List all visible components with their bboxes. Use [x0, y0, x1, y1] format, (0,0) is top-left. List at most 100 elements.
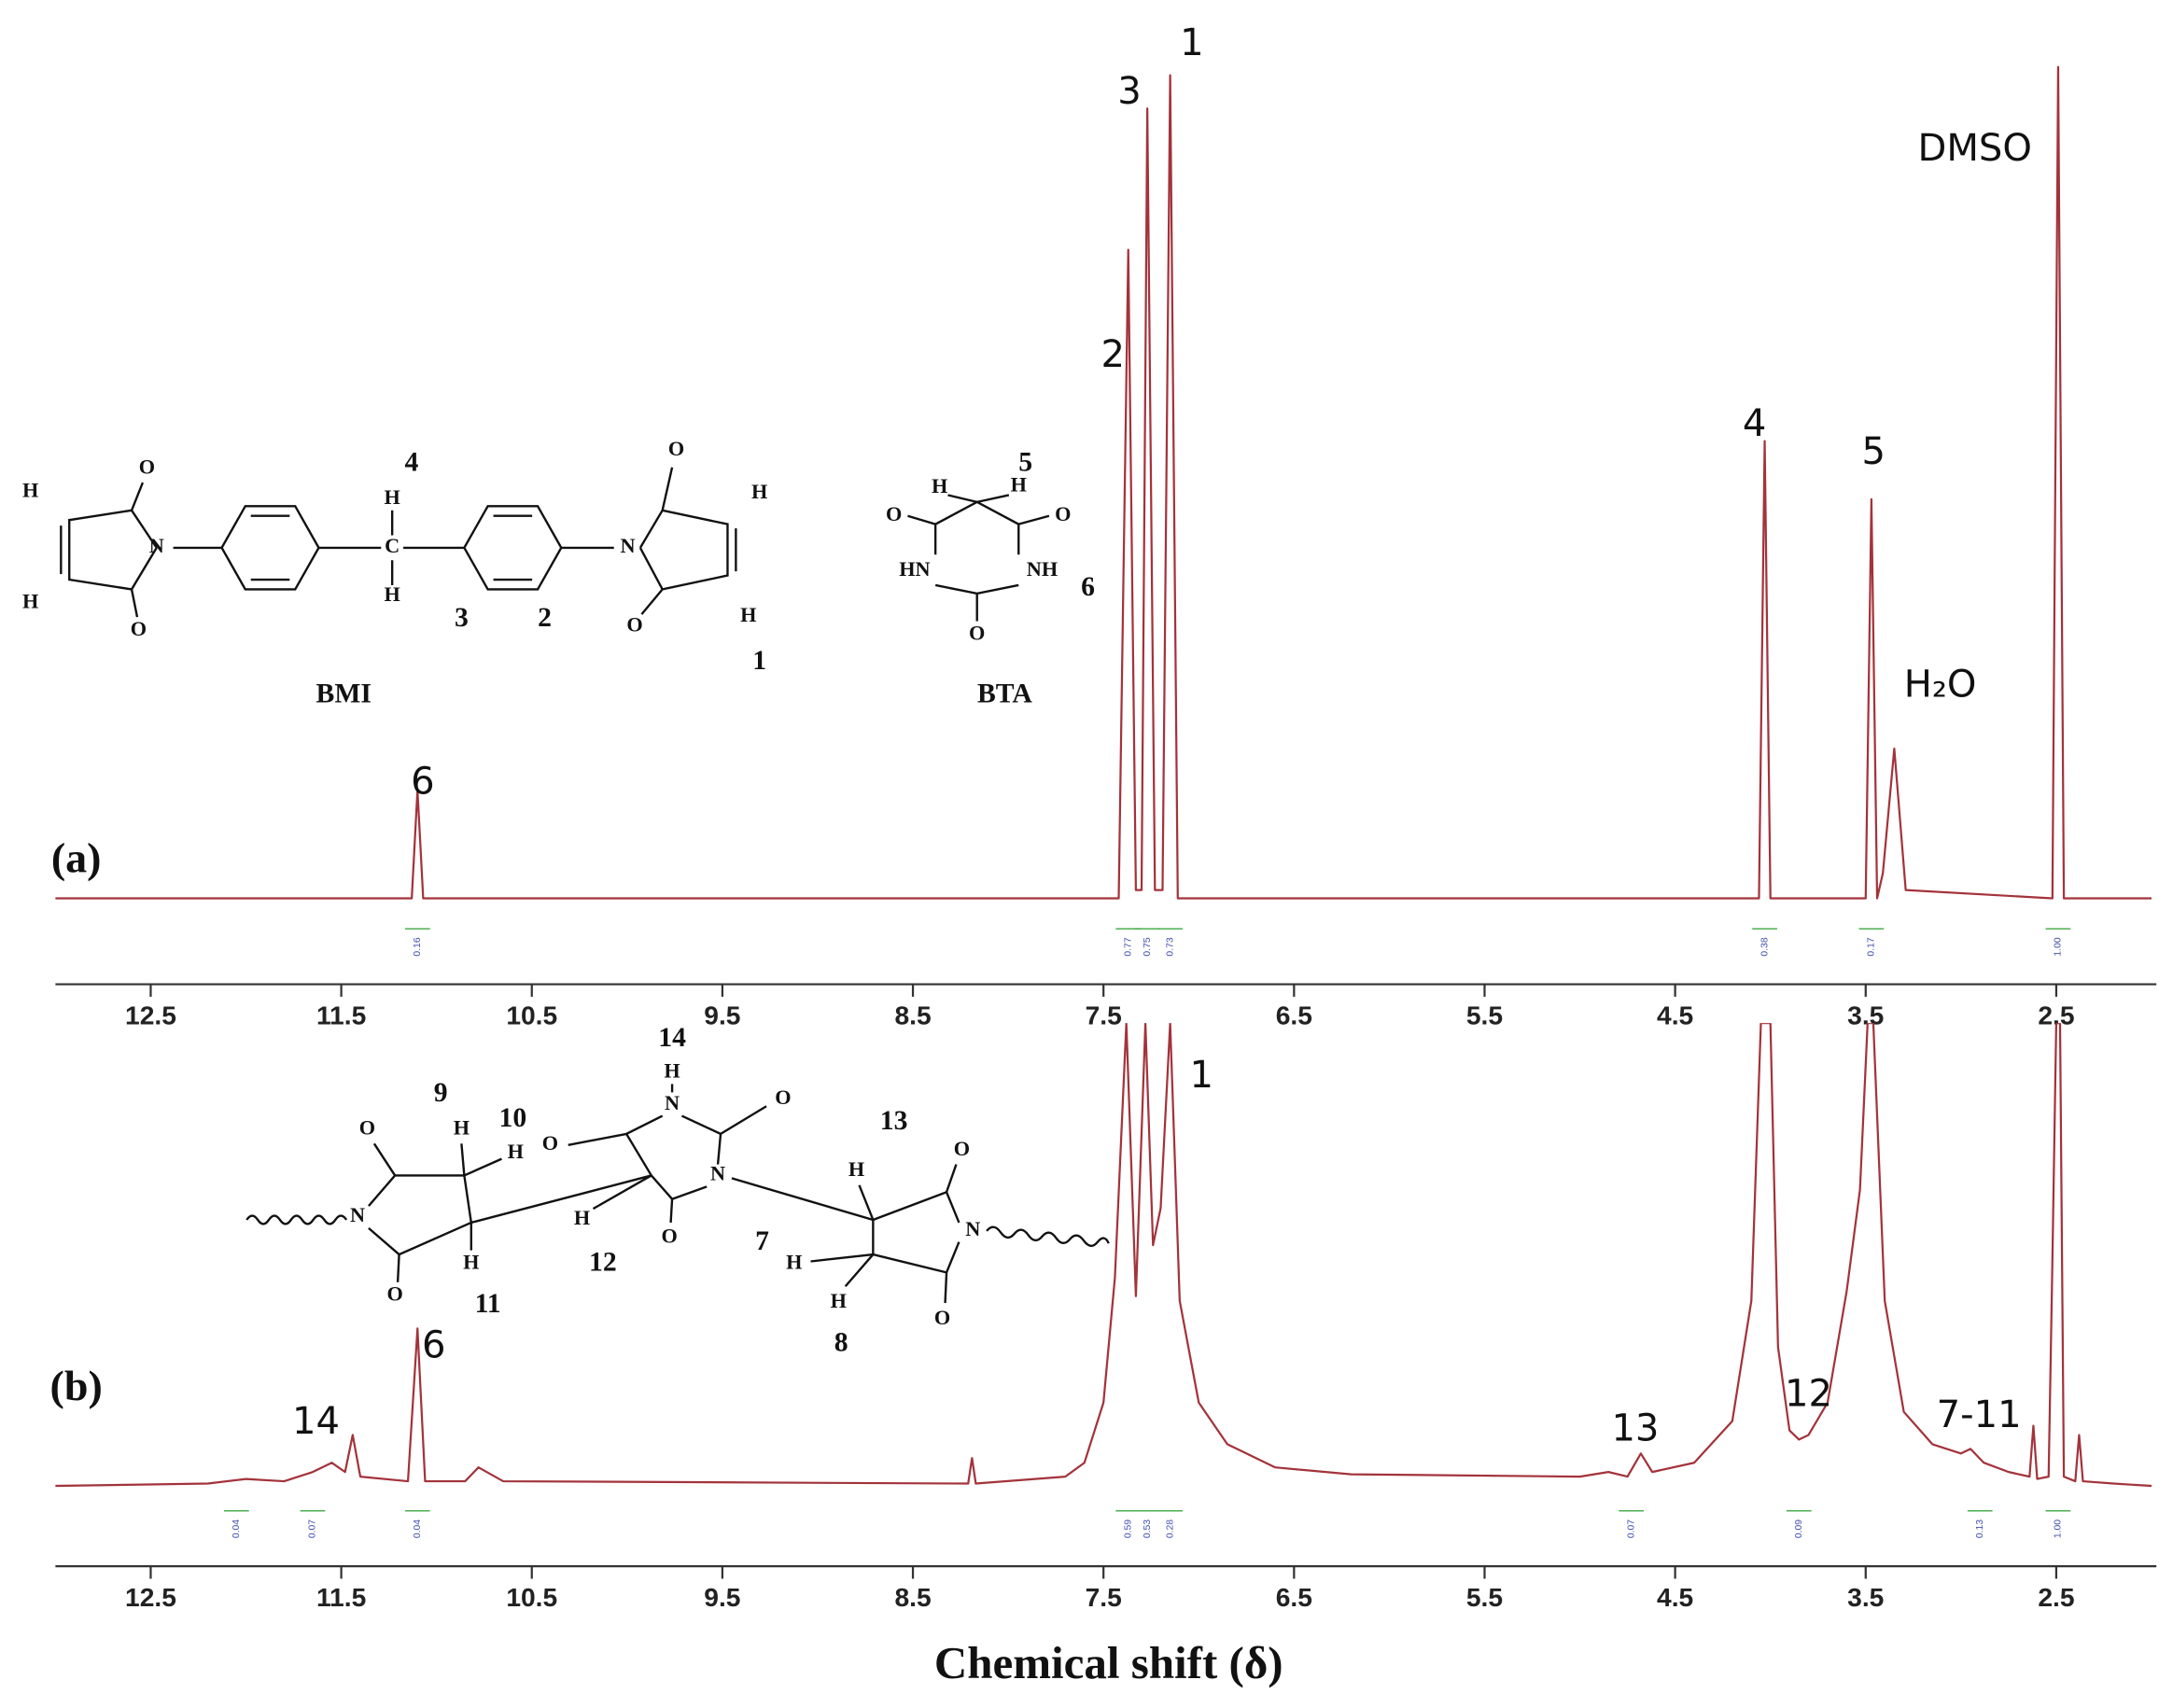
position-number: 8: [834, 1327, 848, 1357]
atom-label: N: [621, 534, 636, 557]
x-tick-label: 7.5: [1086, 1582, 1122, 1612]
atom-label: O: [954, 1137, 970, 1160]
x-tick-label: 5.5: [1466, 1001, 1503, 1030]
position-number: 6: [1081, 572, 1095, 602]
position-number: 9: [434, 1078, 448, 1108]
atom-label: O: [775, 1085, 791, 1109]
atom-label: H: [664, 1059, 680, 1083]
integral-label: 0.77: [1123, 937, 1133, 956]
spectrum: [55, 65, 2152, 900]
integral-label: 0.04: [231, 1519, 242, 1538]
atom-label: H: [22, 479, 38, 502]
atom-label: N: [665, 1091, 680, 1114]
peak-label: 14: [292, 1400, 340, 1443]
atom-label: O: [668, 437, 684, 460]
position-number: 12: [589, 1247, 617, 1277]
atom-label: O: [542, 1131, 558, 1155]
bta-structure: [907, 494, 1050, 622]
atom-label: O: [131, 617, 147, 640]
atom-label: N: [710, 1162, 725, 1185]
atom-label: H: [574, 1206, 590, 1229]
peak-label: 13: [1611, 1407, 1659, 1450]
atom-label: O: [139, 455, 155, 478]
atom-label: N: [965, 1217, 980, 1240]
x-tick-label: 3.5: [1847, 1582, 1884, 1612]
atom-label: H: [831, 1289, 847, 1312]
panel-label: (b): [50, 1362, 103, 1409]
atom-label: H: [454, 1116, 470, 1140]
atom-label: O: [1055, 502, 1071, 525]
x-tick-label: 6.5: [1276, 1582, 1312, 1612]
atom-label: NH: [1027, 557, 1058, 581]
integral-label: 0.04: [413, 1519, 423, 1538]
x-tick-label: 7.5: [1086, 1001, 1122, 1030]
atom-label: H: [463, 1251, 479, 1274]
spectrum-line: [55, 65, 2152, 900]
peak-label: 6: [422, 1324, 446, 1367]
atom-label: N: [149, 534, 164, 557]
position-number: 5: [1018, 448, 1032, 478]
atom-label: O: [386, 1282, 402, 1306]
atom-label: O: [934, 1306, 950, 1329]
integral-label: 0.16: [413, 937, 423, 956]
peak-label: 4: [1743, 402, 1767, 445]
x-tick-label: 11.5: [316, 1582, 366, 1612]
x-tick-label: 9.5: [704, 1001, 740, 1030]
product-structure: [245, 1084, 1110, 1304]
integral-label: 0.17: [1867, 937, 1877, 956]
atom-label: H: [848, 1157, 864, 1181]
position-number: 3: [455, 603, 469, 633]
atom-label: O: [626, 613, 642, 637]
atom-label: H: [385, 582, 400, 606]
position-number: 4: [405, 448, 419, 478]
x-tick-label: 5.5: [1466, 1582, 1503, 1612]
x-tick-label: 9.5: [704, 1582, 740, 1612]
integral-label: 0.09: [1794, 1519, 1804, 1538]
atom-label: N: [350, 1203, 365, 1226]
peak-label: 12: [1785, 1373, 1832, 1416]
atom-label: O: [661, 1224, 677, 1247]
x-tick-label: 6.5: [1276, 1001, 1312, 1030]
integral-label: 0.13: [1975, 1519, 1985, 1538]
integral-label: 0.75: [1143, 937, 1153, 956]
atom-label: H: [932, 474, 947, 497]
peak-label: 1: [1189, 1054, 1213, 1097]
x-tick-label: 12.5: [125, 1001, 176, 1030]
spectrum: [55, 1023, 2152, 1488]
peak-label: 2: [1101, 333, 1125, 376]
x-tick-label: 8.5: [894, 1582, 931, 1612]
x-axis-title: Chemical shift (δ): [934, 1637, 1283, 1688]
peak-label: 3: [1117, 70, 1141, 113]
atom-label: C: [385, 534, 400, 557]
compound-name: BTA: [977, 679, 1032, 709]
peak-label: 6: [411, 760, 435, 803]
x-tick-label: 10.5: [506, 1001, 557, 1030]
position-number: 13: [880, 1106, 908, 1136]
integral-label: 0.07: [308, 1519, 318, 1538]
atom-label: H: [786, 1251, 802, 1274]
integral-label: 0.07: [1626, 1519, 1636, 1538]
atom-label: O: [886, 502, 902, 525]
atom-label: H: [751, 480, 767, 503]
compound-name: BMI: [316, 679, 372, 709]
x-tick-label: 4.5: [1657, 1582, 1693, 1612]
atom-label: O: [359, 1116, 375, 1140]
integral-label: 0.73: [1165, 937, 1175, 956]
atom-label: H: [1011, 473, 1027, 497]
peak-label: 5: [1862, 430, 1886, 473]
position-number: 2: [538, 603, 552, 633]
atom-label: O: [969, 622, 985, 645]
x-tick-label: 4.5: [1657, 1001, 1693, 1030]
peak-label: DMSO: [1917, 127, 2031, 170]
atom-label: H: [740, 603, 756, 626]
atom-label: H: [508, 1140, 524, 1163]
x-tick-label: 12.5: [125, 1582, 176, 1612]
peak-label: 1: [1180, 21, 1204, 64]
position-number: 14: [658, 1023, 686, 1053]
integral-label: 0.53: [1143, 1519, 1153, 1538]
integral-label: 0.59: [1123, 1519, 1133, 1538]
x-tick-label: 2.5: [2038, 1582, 2074, 1612]
bmi-structure: [60, 467, 737, 618]
spectrum-line: [55, 1023, 2152, 1488]
